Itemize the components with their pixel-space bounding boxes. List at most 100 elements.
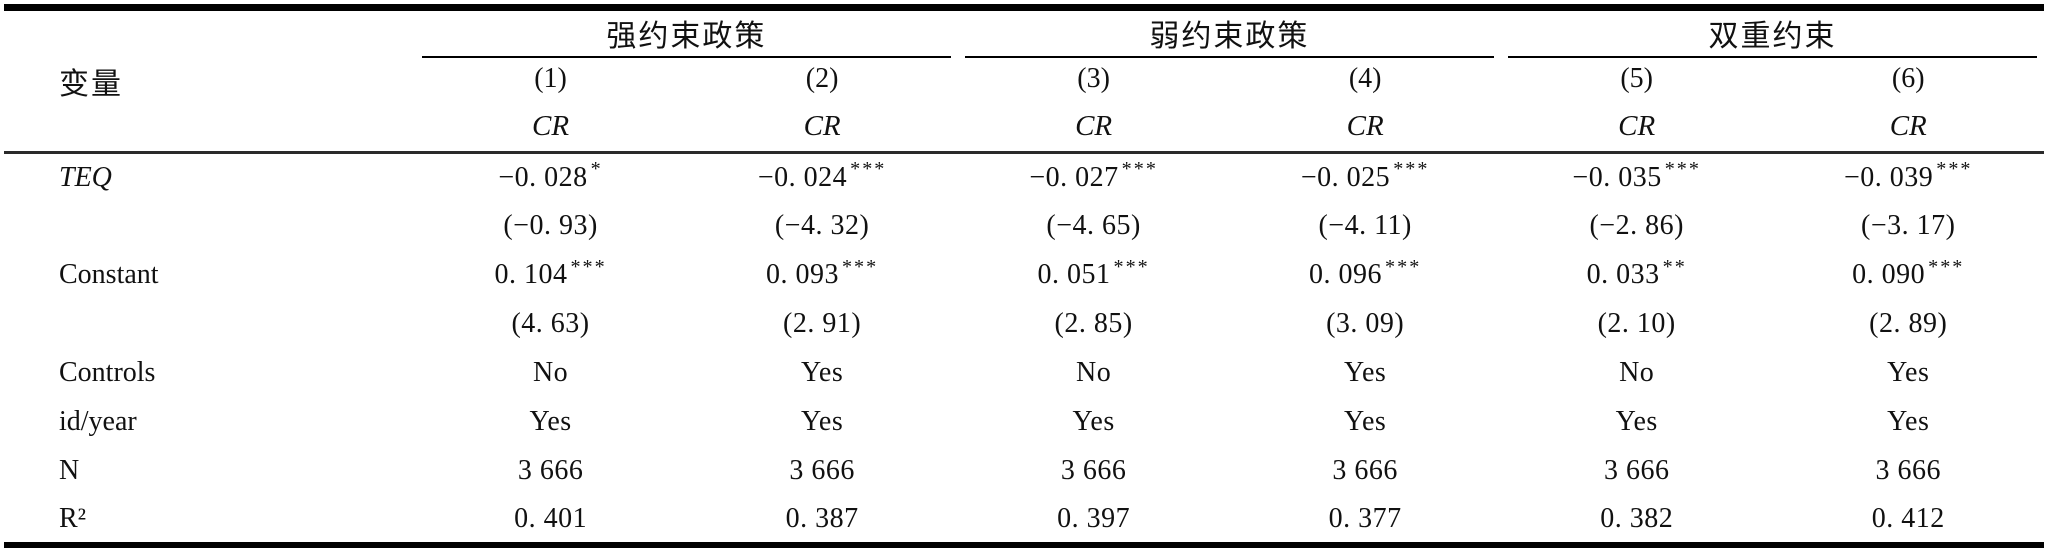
data-cell: 0. 401 (415, 496, 687, 545)
data-cell: (2. 10) (1501, 300, 1773, 349)
data-cell: 0. 382 (1501, 496, 1773, 545)
cell-value: (−4. 32) (774, 210, 870, 241)
table-row-rsquared: R² 0. 401 0. 387 0. 397 0. 377 0. 382 0.… (4, 496, 2044, 545)
group-header-dual-constraint-label: 双重约束 (1507, 10, 2037, 58)
data-cell: 0. 051 *** (958, 251, 1230, 300)
data-cell: (2. 91) (686, 300, 958, 349)
data-cell: −0. 035 *** (1501, 153, 1773, 202)
cell-value: −0. 027 (1029, 161, 1119, 193)
cell-value: 0. 387 (785, 502, 859, 534)
cell-value: 0. 397 (1057, 502, 1131, 534)
data-cell: 3 666 (1229, 447, 1501, 496)
group-header-strong-constraint: 强约束政策 (415, 8, 958, 58)
cell-value: −0. 025 (1300, 161, 1391, 193)
data-cell: 3 666 (415, 447, 687, 496)
data-cell: No (958, 349, 1230, 398)
data-cell: −0. 024 *** (686, 153, 958, 202)
data-cell: 0. 033 ** (1501, 251, 1773, 300)
dep-var-2: CR (686, 101, 958, 154)
cell-value: 0. 093 (765, 259, 839, 290)
cell-value: (3. 09) (1326, 308, 1405, 339)
group-header-weak-constraint: 弱约束政策 (958, 8, 1501, 58)
row-label-n: N (59, 455, 80, 486)
model-number-1: (1) (534, 63, 567, 94)
row-label-teq: TEQ (59, 161, 112, 193)
data-cell: (−4. 65) (958, 202, 1230, 251)
cell-value: 3 666 (1875, 455, 1941, 486)
data-cell: Yes (1772, 398, 2044, 447)
cell-value: 0. 412 (1871, 502, 1945, 534)
cell-value: 0. 377 (1328, 502, 1402, 534)
dep-var-5: CR (1500, 101, 1773, 154)
cell-value: (2. 91) (783, 308, 862, 339)
dependent-variable-row: CR CR CR CR CR CR (4, 101, 2044, 154)
model-number-3: (3) (1077, 63, 1110, 94)
data-cell: Yes (686, 398, 958, 447)
data-cell: Yes (958, 398, 1230, 447)
significance-stars: *** (850, 158, 887, 181)
row-label-rsquared: R² (59, 502, 87, 534)
data-cell: 0. 387 (686, 496, 958, 545)
significance-stars: *** (1664, 158, 1701, 181)
cell-value: Yes (1615, 406, 1658, 437)
cell-value: Yes (1344, 357, 1387, 388)
cell-value: Yes (1887, 357, 1930, 388)
data-cell: No (415, 349, 687, 398)
cell-value: (−0. 93) (503, 210, 598, 241)
data-cell: −0. 025 *** (1229, 153, 1501, 202)
dep-var-4: CR (1229, 101, 1501, 154)
cell-value: No (532, 357, 569, 388)
cell-value: 3 666 (789, 455, 855, 486)
dep-var-1: CR (414, 101, 687, 154)
cell-value: −0. 024 (757, 161, 848, 193)
row-label-empty (4, 300, 415, 349)
cell-value: 3 666 (1060, 455, 1127, 486)
table-row-idyear: id/year Yes Yes Yes Yes Yes Yes (4, 398, 2044, 447)
cell-value: Yes (529, 406, 572, 437)
data-cell: No (1501, 349, 1773, 398)
data-cell: Yes (686, 349, 958, 398)
cell-value: 0. 051 (1037, 259, 1111, 290)
regression-table: 变量 强约束政策 弱约束政策 双重约束 (1) (2) (3) (4) (5) … (4, 4, 2044, 548)
cell-value: (−4. 11) (1318, 210, 1412, 241)
dep-var-3: CR (957, 101, 1230, 154)
data-cell: 3 666 (1772, 447, 2044, 496)
data-cell: 0. 104 *** (415, 251, 687, 300)
data-cell: (−4. 11) (1229, 202, 1501, 251)
significance-stars: *** (1393, 158, 1430, 181)
data-cell: 0. 093 *** (686, 251, 958, 300)
data-cell: −0. 039 *** (1772, 153, 2044, 202)
data-cell: (−0. 93) (415, 202, 687, 251)
cell-value: 3 666 (1332, 455, 1398, 486)
cell-value: 0. 090 (1852, 259, 1926, 290)
cell-value: (−4. 65) (1046, 210, 1141, 241)
cell-value: −0. 039 (1843, 161, 1934, 193)
cell-value: (2. 89) (1869, 308, 1948, 339)
significance-stars: ** (1662, 255, 1687, 278)
data-cell: Yes (1501, 398, 1773, 447)
data-cell: Yes (1229, 398, 1501, 447)
table-row-controls: Controls No Yes No Yes No Yes (4, 349, 2044, 398)
table-row-constant-tstat: (4. 63) (2. 91) (2. 85) (3. 09) (2. 10) … (4, 300, 2044, 349)
data-cell: 0. 377 (1229, 496, 1501, 545)
cell-value: 0. 096 (1309, 259, 1383, 290)
data-cell: (4. 63) (415, 300, 687, 349)
data-cell: Yes (415, 398, 687, 447)
data-cell: 0. 090 *** (1772, 251, 2044, 300)
table-row-teq-tstat: (−0. 93) (−4. 32) (−4. 65) (−4. 11) (−2.… (4, 202, 2044, 251)
cell-value: Yes (1344, 406, 1387, 437)
data-cell: −0. 027 *** (958, 153, 1230, 202)
cell-value: (4. 63) (511, 308, 590, 339)
significance-stars: *** (1928, 255, 1965, 278)
significance-stars: * (590, 158, 603, 181)
table-row-constant-coef: Constant 0. 104 *** 0. 093 *** 0. 051 *** 0… (4, 251, 2044, 300)
model-number-6: (6) (1891, 63, 1925, 94)
cell-value: 0. 033 (1586, 259, 1660, 290)
data-cell: (−3. 17) (1772, 202, 2044, 251)
significance-stars: *** (841, 255, 879, 278)
cell-value: No (1076, 357, 1112, 388)
data-cell: (−2. 86) (1501, 202, 1773, 251)
data-cell: Yes (1772, 349, 2044, 398)
cell-value: 3 666 (517, 455, 584, 486)
